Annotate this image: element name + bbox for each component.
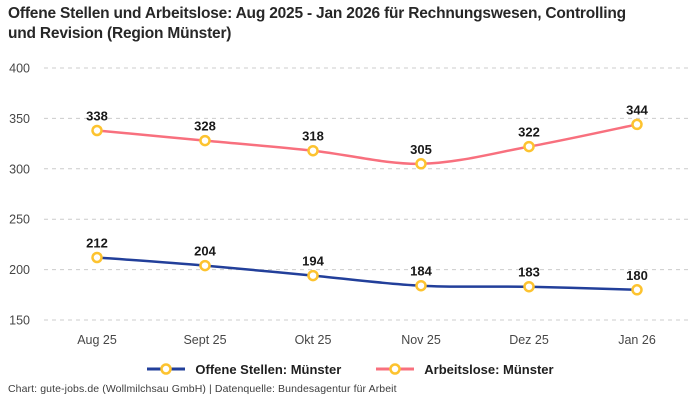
y-tick-label: 200 bbox=[9, 263, 30, 277]
data-point-label: 194 bbox=[302, 254, 324, 269]
series-line-arbeitslose bbox=[95, 123, 639, 166]
y-tick-label: 350 bbox=[9, 112, 30, 126]
data-point-marker bbox=[199, 134, 211, 147]
data-point-marker bbox=[631, 284, 643, 296]
data-point-marker bbox=[307, 144, 319, 157]
data-point-label: 318 bbox=[302, 129, 324, 144]
data-point-label: 212 bbox=[86, 236, 108, 251]
x-tick-label: Dez 25 bbox=[509, 333, 549, 347]
legend-label: Offene Stellen: Münster bbox=[195, 361, 342, 377]
data-point-label: 328 bbox=[194, 119, 216, 134]
y-tick-label: 150 bbox=[9, 314, 30, 328]
legend-item-arbeitslose: Arbeitslose: Münster bbox=[375, 361, 554, 377]
data-point-label: 184 bbox=[410, 264, 432, 279]
y-tick-label: 300 bbox=[9, 162, 30, 176]
data-point-marker bbox=[415, 279, 427, 292]
chart-title: Offene Stellen und Arbeitslose: Aug 2025… bbox=[8, 5, 626, 43]
legend-line-marker-icon bbox=[376, 363, 415, 375]
data-point-label: 305 bbox=[410, 142, 432, 157]
chart-attribution: Chart: gute-jobs.de (Wollmilchsau GmbH) … bbox=[8, 383, 397, 395]
data-point-label: 204 bbox=[194, 244, 216, 259]
x-tick-label: Nov 25 bbox=[401, 333, 441, 347]
y-tick-label: 400 bbox=[9, 62, 30, 76]
y-tick-label: 250 bbox=[9, 213, 30, 227]
x-tick-label: Sept 25 bbox=[183, 333, 226, 347]
data-point-label: 338 bbox=[86, 109, 108, 124]
data-point-marker bbox=[307, 269, 319, 282]
data-point-marker bbox=[415, 158, 427, 170]
series-line-offene-stellen bbox=[95, 256, 639, 292]
data-point-marker bbox=[523, 140, 535, 153]
x-tick-label: Okt 25 bbox=[295, 333, 332, 347]
legend-label: Arbeitslose: Münster bbox=[424, 361, 554, 377]
data-point-label: 344 bbox=[626, 102, 648, 117]
data-point-label: 183 bbox=[518, 265, 540, 280]
data-point-marker bbox=[631, 118, 643, 131]
x-tick-label: Aug 25 bbox=[77, 333, 117, 347]
legend-line-marker-icon bbox=[147, 363, 186, 375]
legend: Offene Stellen: Münster Arbeitslose: Mün… bbox=[0, 359, 700, 379]
x-tick-label: Jan 26 bbox=[618, 333, 656, 347]
data-point-label: 322 bbox=[518, 125, 540, 140]
legend-item-offene-stellen: Offene Stellen: Münster bbox=[146, 362, 341, 377]
data-point-marker bbox=[91, 124, 103, 137]
data-point-marker bbox=[199, 259, 211, 272]
data-point-marker bbox=[91, 251, 103, 264]
data-point-marker bbox=[523, 280, 535, 293]
data-point-label: 180 bbox=[626, 268, 648, 283]
